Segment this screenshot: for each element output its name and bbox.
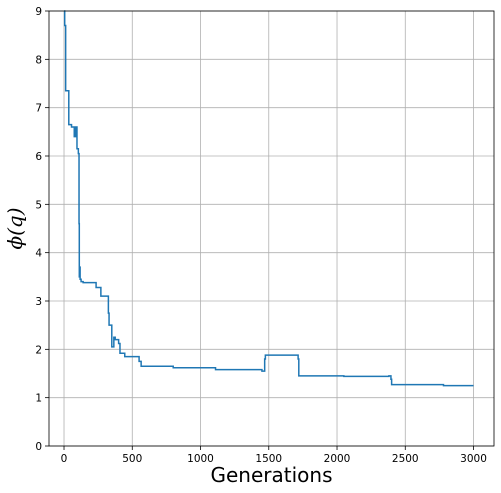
series-line	[63, 10, 474, 387]
x-tick-label: 0	[61, 453, 68, 465]
x-tick-label: 2000	[324, 453, 351, 465]
y-tick-label: 0	[35, 441, 42, 453]
y-tick-label: 8	[35, 54, 42, 66]
y-axis-ticks: 0 1 2 3 4 5 6 7 8 9	[35, 6, 49, 453]
y-tick-label: 9	[35, 6, 42, 18]
y-tick-label: 3	[35, 296, 42, 308]
x-tick-label: 2500	[392, 453, 419, 465]
x-tick-label: 1000	[187, 453, 214, 465]
y-tick-label: 6	[35, 151, 42, 163]
x-axis-ticks: 0 500 1000 1500 2000 2500 3000	[61, 446, 487, 465]
y-tick-label: 1	[35, 393, 42, 405]
y-axis-label: ϕ(q)	[3, 207, 27, 249]
y-tick-label: 4	[35, 248, 42, 260]
x-axis-label: Generations	[211, 463, 333, 487]
plot-area	[63, 10, 474, 387]
x-tick-label: 500	[122, 453, 142, 465]
x-tick-label: 3000	[460, 453, 487, 465]
y-tick-label: 7	[35, 103, 42, 115]
y-tick-label: 2	[35, 344, 42, 356]
y-tick-label: 5	[35, 199, 42, 211]
axes-frame	[48, 10, 495, 447]
x-tick-label: 1500	[255, 453, 282, 465]
